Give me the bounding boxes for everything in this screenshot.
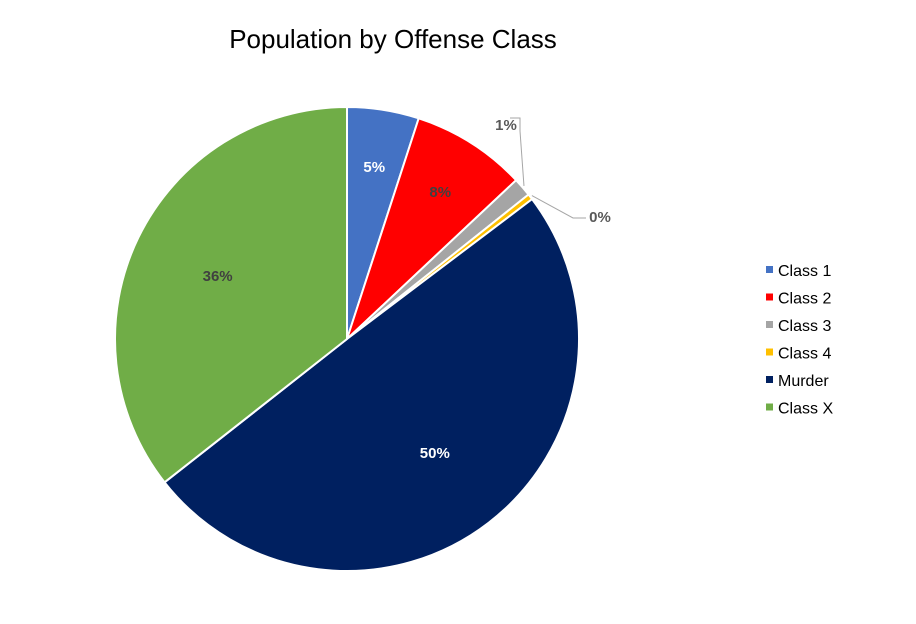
slice-class-x bbox=[114, 105, 348, 484]
pie-slices bbox=[114, 105, 580, 572]
data-label-class-1: 5% bbox=[363, 159, 385, 176]
legend-swatch-class-4 bbox=[766, 348, 773, 356]
legend-label-class-2: Class 2 bbox=[778, 291, 831, 308]
legend-label-class-x: Class X bbox=[778, 401, 833, 418]
legend-swatch-murder bbox=[766, 376, 773, 383]
leader-line-class-4 bbox=[531, 195, 586, 219]
data-label-class-x: 36% bbox=[203, 268, 233, 285]
data-label-class-4: 0% bbox=[589, 209, 611, 226]
legend-label-class-3: Class 3 bbox=[778, 318, 831, 335]
legend-swatch-class-1 bbox=[766, 266, 773, 273]
data-label-class-3: 1% bbox=[495, 117, 517, 134]
legend: Class 1 Class 2 Class 3 Class 4 Murder Class … bbox=[766, 263, 833, 418]
slice-murder bbox=[163, 197, 580, 572]
legend-swatch-class-x bbox=[766, 403, 773, 411]
legend-label-class-1: Class 1 bbox=[778, 263, 831, 280]
legend-swatch-class-2 bbox=[766, 293, 773, 301]
chart-title: Population by Offense Class bbox=[229, 24, 557, 54]
slice-class-2 bbox=[346, 117, 518, 340]
data-label-class-2: 8% bbox=[429, 184, 451, 201]
legend-swatch-class-3 bbox=[766, 321, 773, 328]
leader-lines bbox=[510, 117, 586, 219]
leader-line-class-3 bbox=[510, 117, 525, 186]
data-label-murder: 50% bbox=[420, 445, 450, 462]
data-labels: 5% 8% 1% 0% 50% 36% bbox=[203, 117, 611, 462]
legend-label-class-4: Class 4 bbox=[778, 346, 831, 363]
legend-label-murder: Murder bbox=[778, 373, 829, 390]
